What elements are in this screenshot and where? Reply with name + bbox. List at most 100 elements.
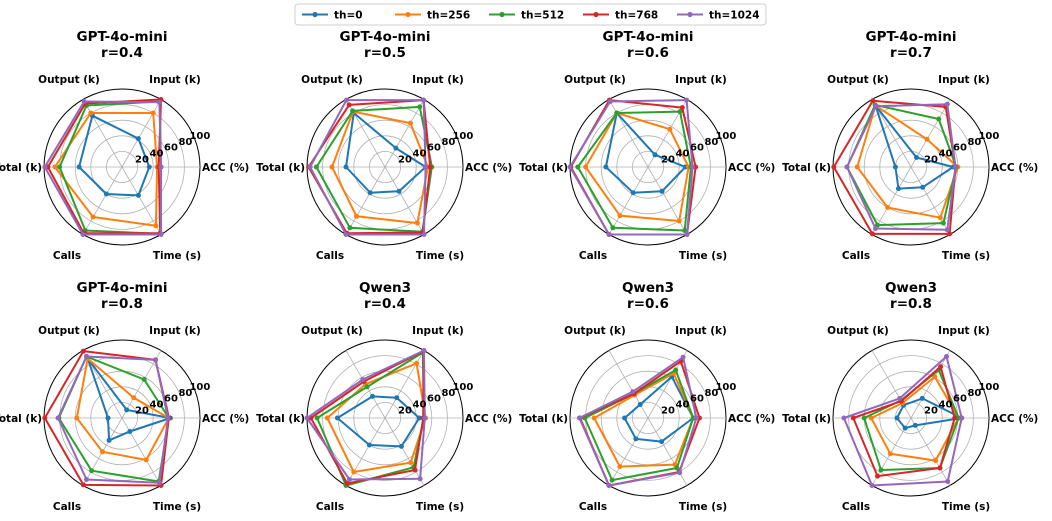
data-point-input-k <box>944 101 950 107</box>
legend: th=0 th=256 th=512 th=768 th=1024 <box>294 3 767 26</box>
legend-marker-th-768 <box>593 11 599 18</box>
panel-title-ratio: r=0.8 <box>890 296 932 312</box>
axis-label-total-k: Total (k) <box>256 162 305 174</box>
r-tick-label-40: 40 <box>939 400 953 411</box>
data-point-input-k <box>421 348 427 353</box>
series-th-512 <box>314 350 427 488</box>
axis-label-calls: Calls <box>53 250 81 262</box>
data-point-input-k <box>156 99 162 105</box>
data-point-total-k <box>105 415 111 421</box>
data-point-total-k <box>868 415 874 421</box>
spoke-calls <box>608 166 649 235</box>
series-th-0 <box>334 393 422 449</box>
axis-label-time-s: Time (s) <box>679 501 727 513</box>
data-point-total-k <box>603 164 609 170</box>
r-tick-label-80: 80 <box>704 388 718 399</box>
data-point-time-s <box>944 227 950 233</box>
data-point-input-k <box>407 120 413 126</box>
r-tick-label-40: 40 <box>413 400 427 411</box>
spoke-input-k <box>910 350 951 419</box>
spoke-calls <box>608 417 649 486</box>
axis-label-calls: Calls <box>842 250 870 262</box>
panel-title-ratio: r=0.8 <box>101 296 143 312</box>
axis-label-acc: ACC (%) <box>991 413 1038 425</box>
r-tick-label-40: 40 <box>150 400 164 411</box>
panel-title-ratio: r=0.5 <box>364 45 406 61</box>
spoke-time-s <box>121 417 162 486</box>
axis-label-total-k: Total (k) <box>0 413 42 425</box>
data-point-time-s <box>127 429 133 434</box>
r-tick-label-100: 100 <box>715 131 736 142</box>
series-line-th-0 <box>604 112 687 194</box>
r-tick-label-20: 20 <box>661 154 675 165</box>
legend-label-th-1024: th=1024 <box>709 9 760 21</box>
axis-label-acc: ACC (%) <box>202 162 249 174</box>
data-point-output-k <box>350 108 356 114</box>
data-point-input-k <box>938 364 944 370</box>
data-point-calls <box>869 483 875 488</box>
data-point-time-s <box>677 470 683 476</box>
data-point-time-s <box>920 184 926 190</box>
data-point-calls <box>878 467 884 473</box>
data-point-output-k <box>343 97 349 103</box>
axis-label-output-k: Output (k) <box>38 325 100 337</box>
axis-label-acc: ACC (%) <box>465 413 512 425</box>
axis-label-input-k: Input (k) <box>149 325 201 337</box>
data-point-calls <box>869 231 875 237</box>
axis-label-total-k: Total (k) <box>519 413 568 425</box>
data-point-time-s <box>398 443 404 449</box>
legend-label-th-512: th=512 <box>521 9 564 21</box>
r-tick-label-60: 60 <box>953 143 967 154</box>
data-point-acc <box>690 164 695 170</box>
data-point-total-k <box>57 164 63 170</box>
axis-label-total-k: Total (k) <box>256 413 305 425</box>
panel-title-model: GPT-4o-mini <box>865 29 956 45</box>
axis-label-calls: Calls <box>842 501 870 513</box>
spoke-calls <box>345 417 386 486</box>
series-th-0 <box>603 110 688 196</box>
r-tick-label-40: 40 <box>413 149 427 160</box>
data-point-input-k <box>680 354 686 360</box>
series-th-1024 <box>576 354 699 488</box>
data-point-total-k <box>76 164 82 170</box>
data-point-calls <box>347 225 353 231</box>
data-point-acc <box>952 415 958 421</box>
axis-label-input-k: Input (k) <box>412 325 464 337</box>
r-tick-label-100: 100 <box>189 382 210 393</box>
series-th-256 <box>591 370 696 470</box>
data-point-output-k <box>637 402 643 407</box>
data-point-calls <box>633 436 639 442</box>
data-point-input-k <box>131 395 137 401</box>
data-point-total-k <box>42 415 48 421</box>
panel-title-model: Qwen3 <box>359 280 411 296</box>
data-point-calls <box>610 225 616 231</box>
data-point-calls <box>354 213 359 219</box>
series-th-512 <box>56 354 172 484</box>
data-point-acc <box>158 164 164 170</box>
data-point-output-k <box>360 377 366 382</box>
data-point-time-s <box>676 218 682 224</box>
data-point-time-s <box>417 476 423 482</box>
axis-label-calls: Calls <box>579 501 607 513</box>
data-point-time-s <box>933 458 939 464</box>
axis-label-input-k: Input (k) <box>938 325 990 337</box>
data-point-time-s <box>682 228 688 233</box>
data-point-total-k <box>576 415 582 421</box>
panel-title-ratio: r=0.6 <box>627 45 669 61</box>
series-th-0 <box>76 113 152 198</box>
legend-label-th-768: th=768 <box>615 9 658 21</box>
axis-label-total-k: Total (k) <box>0 162 42 174</box>
data-point-time-s <box>421 232 427 237</box>
data-point-calls <box>351 469 357 475</box>
data-point-input-k <box>944 354 949 359</box>
data-point-total-k <box>74 415 80 421</box>
data-point-output-k <box>81 99 87 104</box>
data-point-calls <box>885 205 891 210</box>
panel-title-ratio: r=0.4 <box>101 45 143 61</box>
axis-label-input-k: Input (k) <box>675 325 727 337</box>
data-point-input-k <box>135 136 141 142</box>
r-tick-label-40: 40 <box>150 149 164 160</box>
r-tick-label-80: 80 <box>178 137 192 148</box>
